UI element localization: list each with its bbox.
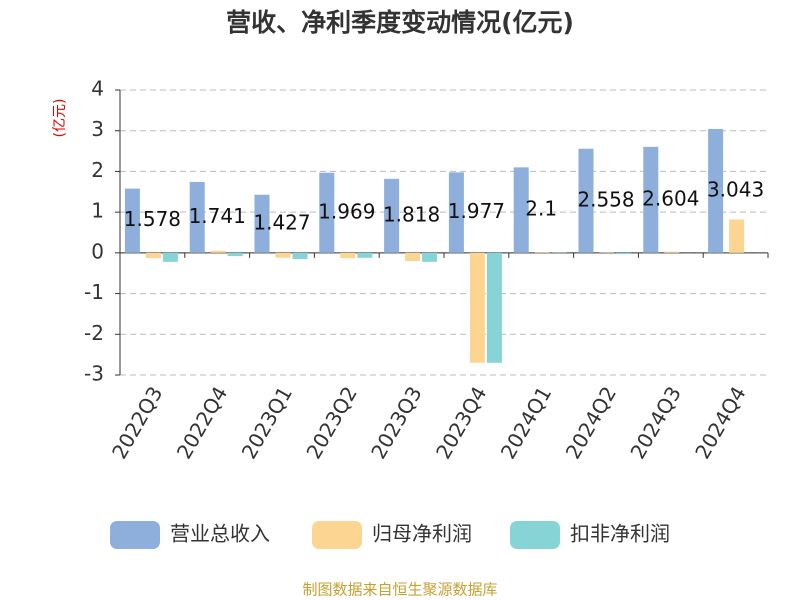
- bar: [405, 252, 421, 261]
- value-label: 1.578: [124, 207, 181, 231]
- y-axis-label: (亿元): [52, 99, 68, 138]
- bar: [729, 219, 745, 253]
- y-tick-label: 4: [91, 77, 104, 101]
- legend-label: 归母净利润: [372, 522, 472, 546]
- value-label: 1.741: [189, 204, 246, 228]
- chart-title: 营收、净利季度变动情况(亿元): [226, 8, 574, 37]
- bar: [189, 181, 205, 253]
- bar: [486, 252, 502, 363]
- source-note: 制图数据来自恒生聚源数据库: [302, 581, 497, 599]
- legend-label: 营业总收入: [170, 522, 270, 546]
- bar: [162, 252, 178, 262]
- value-label: 1.977: [448, 199, 505, 223]
- legend-swatch: [312, 521, 362, 549]
- x-tick-label: 2023Q2: [301, 382, 361, 463]
- bar: [227, 252, 243, 257]
- bar: [664, 251, 680, 253]
- bar: [616, 252, 632, 255]
- bar: [124, 188, 140, 253]
- bar: [469, 252, 485, 363]
- y-tick-label: -2: [84, 321, 104, 345]
- value-label: 2.558: [577, 187, 634, 211]
- bar: [319, 172, 335, 253]
- y-tick-label: 2: [91, 158, 104, 182]
- value-label: 3.043: [707, 177, 764, 201]
- bar: [357, 252, 373, 258]
- bar: [448, 172, 464, 253]
- bar: [145, 252, 161, 259]
- x-tick-label: 2024Q3: [625, 382, 685, 463]
- y-tick-label: 1: [91, 199, 104, 223]
- x-tick-label: 2024Q4: [690, 382, 750, 463]
- value-label: 1.818: [383, 202, 440, 226]
- bar: [534, 252, 550, 253]
- value-label: 2.604: [642, 186, 699, 210]
- x-tick-label: 2023Q1: [237, 382, 297, 463]
- y-tick-label: -1: [84, 280, 104, 304]
- bar: [340, 252, 356, 259]
- legend-label: 扣非净利润: [570, 522, 670, 546]
- bar: [513, 167, 529, 253]
- bar: [643, 146, 659, 253]
- legend-swatch: [110, 521, 160, 549]
- x-tick-label: 2023Q4: [431, 382, 491, 463]
- value-label: 1.427: [253, 210, 310, 234]
- bar: [275, 252, 291, 258]
- y-tick-label: 3: [91, 117, 104, 141]
- bar: [210, 250, 226, 253]
- x-tick-label: 2023Q3: [366, 382, 426, 463]
- bar: [292, 252, 308, 259]
- bar: [578, 148, 594, 253]
- bar: [254, 194, 270, 253]
- x-tick-label: 2024Q1: [496, 382, 556, 463]
- bar: [422, 252, 438, 262]
- y-tick-label: 0: [91, 239, 104, 263]
- y-tick-label: -3: [84, 362, 104, 386]
- value-label: 1.969: [318, 199, 375, 223]
- x-tick-label: 2024Q2: [561, 382, 621, 463]
- x-tick-label: 2022Q3: [107, 382, 167, 463]
- bar: [384, 178, 400, 253]
- x-tick-label: 2022Q4: [172, 382, 232, 463]
- bar: [708, 128, 724, 253]
- value-label: 2.1: [525, 197, 557, 221]
- legend-swatch: [510, 521, 560, 549]
